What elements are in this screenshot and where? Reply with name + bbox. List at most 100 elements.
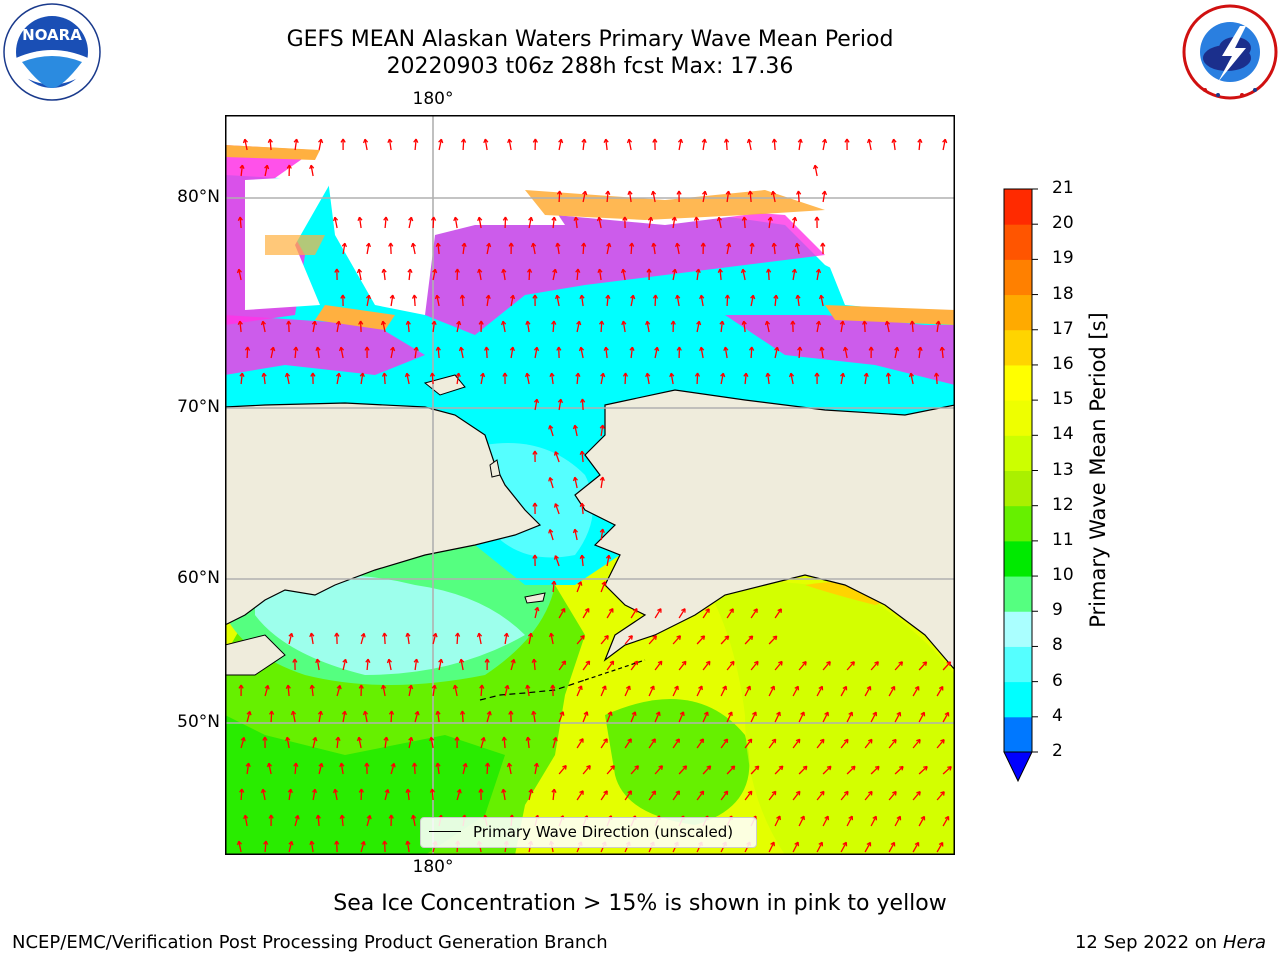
wave-arrow xyxy=(600,320,603,333)
wave-arrow-head xyxy=(383,216,389,221)
wave-arrow-head xyxy=(670,320,676,325)
wave-arrow-head xyxy=(382,840,388,845)
wave-arrow xyxy=(558,399,562,411)
wave-arrow xyxy=(816,790,825,801)
wave-arrow-head xyxy=(753,660,759,666)
wave-arrow xyxy=(318,763,323,775)
wave-arrow xyxy=(576,321,581,333)
wave-arrow xyxy=(820,346,824,359)
wave-arrow xyxy=(532,711,536,723)
wave-arrow-head xyxy=(610,765,615,770)
wave-arrow-head xyxy=(533,398,540,404)
wave-arrow-head xyxy=(293,138,299,144)
wave-arrow-head xyxy=(867,738,873,744)
wave-arrow-head xyxy=(843,738,849,744)
wave-arrow-head xyxy=(365,294,372,300)
wave-arrow-head xyxy=(598,320,605,325)
wave-arrow-head xyxy=(556,190,563,195)
wave-arrow-head xyxy=(477,268,483,274)
wave-arrow-head xyxy=(773,294,779,299)
wave-arrow-head xyxy=(621,320,627,326)
wave-arrow xyxy=(606,608,614,619)
wave-arrow-head xyxy=(242,138,248,144)
wave-arrow xyxy=(672,269,676,281)
wave-arrow-head xyxy=(410,242,416,248)
wave-arrow xyxy=(383,269,386,281)
wave-arrow xyxy=(504,685,509,697)
wave-arrow-head xyxy=(776,815,781,821)
wave-arrow-head xyxy=(386,658,392,664)
colorbar-segment xyxy=(1004,329,1032,366)
wave-arrow-head xyxy=(922,661,928,666)
wave-arrow xyxy=(294,762,297,775)
wave-arrow xyxy=(554,451,560,463)
wave-arrow xyxy=(534,607,539,619)
wave-arrow xyxy=(288,633,293,645)
wave-arrow xyxy=(624,738,632,749)
wave-arrow-head xyxy=(814,372,820,377)
wave-arrow xyxy=(606,660,615,671)
wave-arrow-head xyxy=(579,294,585,300)
wave-arrow xyxy=(246,763,250,775)
wave-arrow-head xyxy=(576,320,582,326)
wave-arrow-head xyxy=(357,216,363,222)
wave-arrow-head xyxy=(340,138,346,143)
wave-arrow xyxy=(870,815,877,827)
wave-arrow-head xyxy=(551,580,557,585)
wave-arrow xyxy=(792,790,801,801)
wave-arrow-head xyxy=(575,372,581,377)
wave-arrow-head xyxy=(795,294,801,300)
wave-arrow xyxy=(864,738,873,749)
wave-arrow xyxy=(766,373,770,385)
wave-arrow-head xyxy=(800,815,805,821)
wave-arrow-head xyxy=(583,711,589,716)
wave-arrow-head xyxy=(360,632,366,638)
wave-arrow xyxy=(390,294,394,307)
wave-arrow-head xyxy=(268,710,275,715)
wave-arrow-head xyxy=(501,268,507,274)
wave-arrow xyxy=(792,685,799,697)
wave-arrow xyxy=(630,608,638,619)
wave-arrow-head xyxy=(651,242,657,248)
wave-arrow-head xyxy=(675,294,681,300)
wave-arrow xyxy=(702,191,706,203)
wave-arrow xyxy=(724,346,728,359)
wave-arrow xyxy=(678,608,686,619)
wave-arrow-head xyxy=(388,242,394,247)
wave-arrow-head xyxy=(607,711,613,716)
wave-arrow xyxy=(366,243,370,255)
wave-arrow xyxy=(720,635,730,645)
wave-arrow xyxy=(630,765,639,775)
wave-arrow xyxy=(407,789,410,801)
wave-arrow xyxy=(840,738,849,749)
wave-arrow xyxy=(460,659,464,671)
wave-arrow xyxy=(580,295,584,307)
wave-arrow xyxy=(720,685,727,697)
wave-arrow xyxy=(358,737,362,749)
colorbar-tick-label: 14 xyxy=(1052,424,1074,445)
wave-arrow xyxy=(310,165,314,177)
wave-arrow xyxy=(533,659,536,671)
wave-arrow xyxy=(581,503,584,515)
wave-arrow xyxy=(508,763,512,775)
wave-arrow-head xyxy=(819,738,825,744)
colorbar-title: Primary Wave Mean Period [s] xyxy=(1086,312,1110,628)
wave-arrow xyxy=(941,347,944,359)
wave-arrow-head xyxy=(629,346,635,351)
wave-arrow-head xyxy=(794,242,800,248)
wave-arrow-head xyxy=(506,762,513,768)
wave-arrow xyxy=(576,635,585,645)
wave-arrow-head xyxy=(839,320,846,326)
wave-arrow xyxy=(696,790,705,801)
wave-arrow-head xyxy=(724,294,731,299)
wave-arrow xyxy=(797,190,800,203)
wave-arrow-head xyxy=(405,320,411,325)
wave-arrow-head xyxy=(746,685,751,691)
wave-arrow-head xyxy=(456,320,462,326)
latitude-label-70: 70°N xyxy=(177,397,220,417)
wave-arrow-head xyxy=(267,138,273,143)
wave-arrow-head xyxy=(822,138,828,144)
wave-arrow-head xyxy=(791,268,798,274)
wave-arrow xyxy=(768,217,772,229)
wave-arrow-head xyxy=(657,608,662,613)
